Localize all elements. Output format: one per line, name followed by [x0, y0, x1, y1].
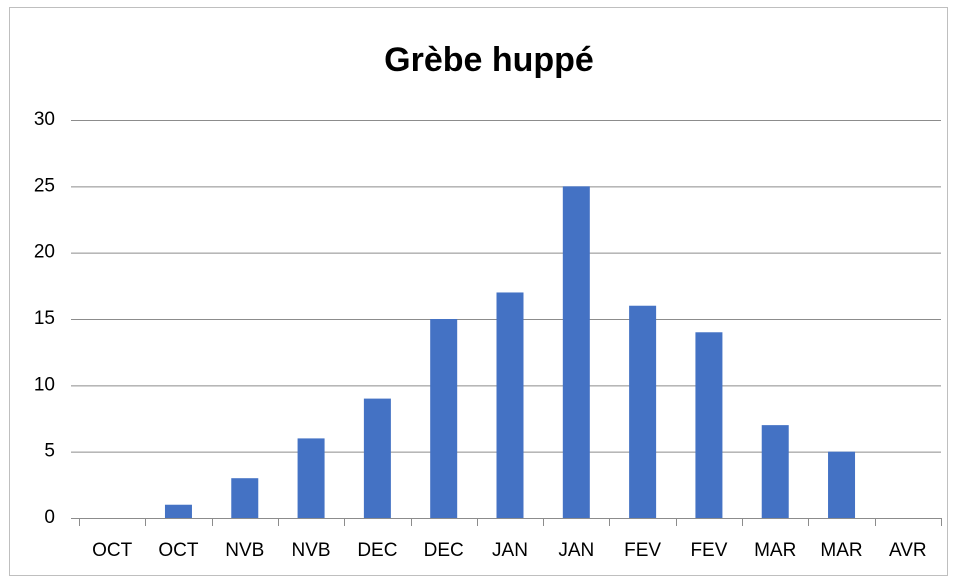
chart-border	[9, 7, 948, 576]
y-tick-label: 20	[34, 242, 55, 263]
x-tick-label: OCT	[158, 540, 199, 561]
x-tick-label: NVB	[292, 540, 331, 561]
x-tick-label: AVR	[889, 540, 927, 561]
y-tick-label: 25	[34, 175, 55, 196]
bar	[496, 292, 524, 518]
bar	[363, 398, 391, 518]
bar	[562, 186, 590, 519]
x-tick-label: DEC	[424, 540, 464, 561]
x-tick-label: NVB	[225, 540, 264, 561]
x-tick-label: MAR	[754, 540, 796, 561]
y-tick-label: 15	[34, 308, 55, 329]
x-tick-label: OCT	[92, 540, 133, 561]
chart-title: Grèbe huppé	[384, 41, 594, 79]
bar	[164, 504, 192, 518]
y-tick-label: 5	[44, 441, 55, 462]
y-tick-label: 0	[44, 507, 55, 528]
bar	[761, 425, 789, 518]
y-tick-label: 10	[34, 374, 55, 395]
bar	[430, 319, 458, 518]
y-tick-label: 30	[34, 109, 55, 130]
x-tick-label: FEV	[690, 540, 727, 561]
bar	[231, 478, 259, 518]
x-tick-label: DEC	[357, 540, 397, 561]
x-tick-label: JAN	[492, 540, 528, 561]
bar	[629, 305, 657, 518]
x-tick-label: MAR	[820, 540, 862, 561]
x-tick-label: FEV	[624, 540, 661, 561]
bar	[828, 451, 856, 518]
bar	[695, 332, 723, 518]
bar	[297, 438, 325, 518]
x-tick-label: JAN	[558, 540, 594, 561]
